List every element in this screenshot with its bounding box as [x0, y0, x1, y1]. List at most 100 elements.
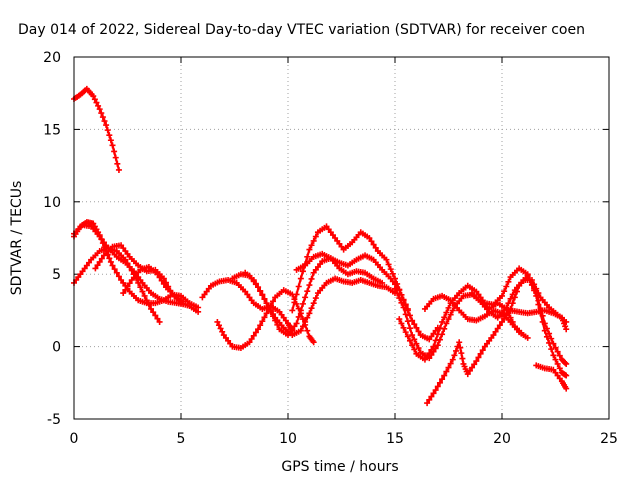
series-sat-l — [293, 250, 386, 286]
data-point-marker — [559, 317, 566, 324]
data-point-marker — [436, 325, 443, 332]
data-point-marker — [114, 160, 121, 167]
data-point-marker — [99, 114, 106, 121]
data-point-marker — [152, 312, 159, 319]
data-point-marker — [112, 154, 119, 161]
data-point-marker — [304, 253, 311, 260]
data-point-marker — [107, 258, 114, 265]
data-point-marker — [546, 330, 553, 337]
data-point-marker — [398, 291, 405, 298]
data-point-marker — [434, 331, 441, 338]
data-point-marker — [272, 317, 279, 324]
data-point-marker — [91, 96, 98, 103]
data-point-marker — [556, 365, 563, 372]
data-point-marker — [252, 329, 259, 336]
data-point-marker — [459, 355, 466, 362]
data-point-marker — [411, 346, 418, 353]
data-point-marker — [293, 291, 300, 298]
data-point-marker — [458, 350, 465, 357]
data-point-marker — [556, 352, 563, 359]
data-point-marker — [137, 284, 144, 291]
y-tick-label: -5 — [47, 412, 61, 428]
data-point-marker — [548, 335, 555, 342]
data-point-marker — [426, 396, 433, 403]
data-point-marker — [430, 390, 437, 397]
data-point-marker — [411, 321, 418, 328]
data-point-marker — [109, 262, 116, 269]
data-point-marker — [217, 325, 224, 332]
data-point-marker — [499, 318, 505, 325]
data-point-marker — [554, 360, 561, 367]
data-point-marker — [447, 360, 454, 367]
data-point-marker — [473, 358, 480, 365]
series-sat-o — [421, 292, 531, 341]
data-point-marker — [445, 364, 452, 371]
data-point-marker — [535, 290, 542, 297]
data-point-marker — [505, 300, 512, 307]
data-point-marker — [471, 361, 478, 368]
data-point-marker — [447, 311, 454, 318]
data-point-marker — [464, 371, 471, 378]
data-point-marker — [552, 344, 559, 351]
y-tick-label: 15 — [43, 122, 61, 138]
data-point-marker — [479, 347, 486, 354]
data-point-marker — [563, 326, 570, 333]
data-point-marker — [124, 283, 131, 290]
data-point-marker — [492, 328, 499, 335]
y-axis-label: SDTVAR / TECUs — [9, 181, 25, 296]
data-point-marker — [215, 322, 222, 329]
data-point-marker — [252, 280, 259, 287]
data-point-marker — [449, 307, 456, 314]
data-point-marker — [398, 320, 405, 327]
data-point-marker — [432, 387, 439, 394]
data-point-marker — [466, 367, 473, 374]
data-point-marker — [558, 314, 565, 321]
data-point-marker — [368, 238, 375, 245]
data-point-marker — [158, 277, 165, 284]
x-tick-label: 15 — [386, 431, 404, 447]
data-point-marker — [106, 132, 113, 139]
data-point-marker — [406, 337, 413, 344]
data-point-marker — [550, 340, 557, 347]
data-point-marker — [443, 368, 450, 375]
data-point-marker — [449, 356, 456, 363]
data-point-marker — [406, 312, 413, 319]
y-tick-label: 10 — [43, 195, 61, 211]
data-point-marker — [394, 290, 401, 297]
data-point-marker — [312, 295, 319, 302]
y-tick-label: 20 — [43, 50, 61, 66]
series-sat-a — [71, 85, 122, 173]
data-point-marker — [389, 270, 396, 277]
data-point-marker — [392, 275, 398, 282]
data-point-marker — [443, 309, 450, 316]
data-point-marker — [404, 307, 411, 314]
data-point-marker — [406, 325, 413, 332]
data-point-marker — [451, 352, 458, 359]
data-point-marker — [531, 281, 538, 288]
data-point-marker — [541, 320, 548, 327]
data-point-marker — [404, 333, 411, 340]
y-tick-label: 0 — [52, 340, 61, 356]
data-point-marker — [434, 342, 441, 349]
data-point-marker — [383, 256, 390, 263]
data-point-marker — [428, 346, 435, 353]
data-point-marker — [411, 336, 418, 343]
data-point-marker — [259, 291, 266, 298]
data-point-marker — [295, 283, 302, 290]
data-point-marker — [308, 242, 315, 249]
data-point-marker — [563, 385, 570, 392]
data-point-marker — [503, 283, 510, 290]
data-point-marker — [299, 300, 306, 307]
data-point-marker — [302, 294, 309, 301]
data-point-marker — [94, 262, 101, 269]
data-point-marker — [306, 310, 313, 317]
data-point-marker — [101, 118, 108, 125]
data-point-marker — [246, 339, 253, 346]
data-point-marker — [274, 321, 281, 328]
data-point-marker — [148, 305, 155, 312]
data-point-marker — [302, 318, 309, 325]
data-point-marker — [439, 376, 446, 383]
series-sat-f — [120, 263, 187, 305]
data-point-marker — [409, 332, 416, 339]
data-point-marker — [104, 127, 111, 134]
